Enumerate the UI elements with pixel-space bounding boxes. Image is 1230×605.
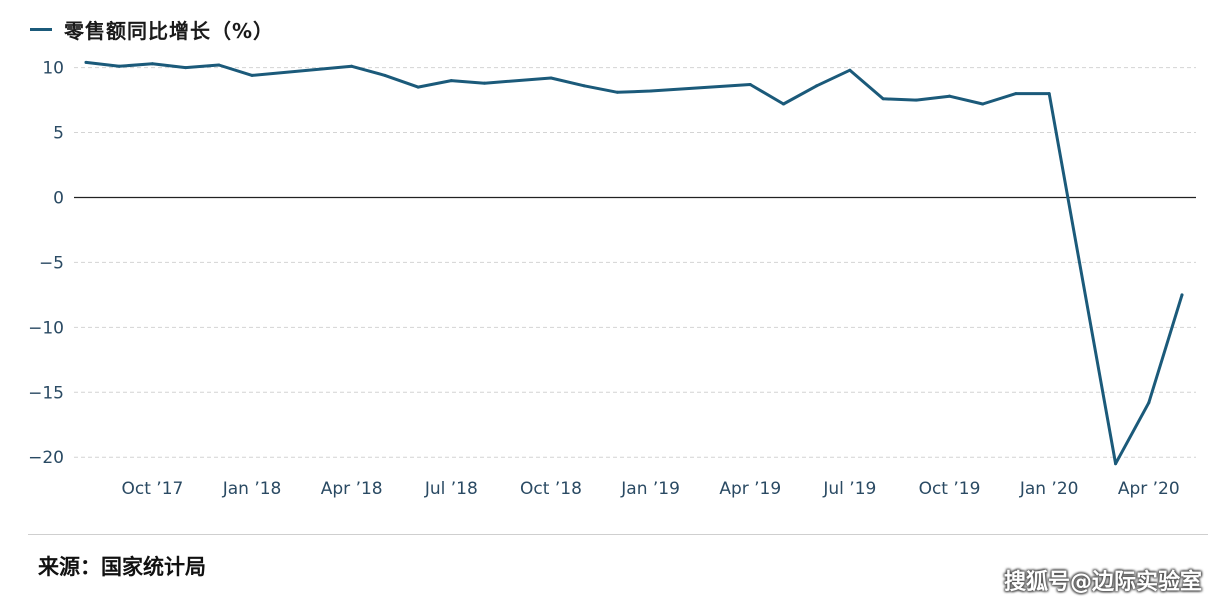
y-tick-label: −20 (28, 448, 64, 468)
data-point (117, 64, 121, 68)
data-point (881, 97, 885, 101)
x-tick-label: Apr ’18 (321, 479, 383, 499)
x-tick-label: Apr ’20 (1118, 479, 1180, 499)
legend-label: 零售额同比增长（%） (64, 18, 275, 43)
data-point (84, 60, 88, 64)
y-axis-ticks: 10 5 0 −5 −10 −15 −20 (28, 59, 64, 469)
data-point (914, 98, 918, 102)
data-point (184, 66, 188, 70)
footer-divider (28, 534, 1208, 535)
data-point (1147, 401, 1151, 405)
line-chart: 10 5 0 −5 −10 −15 −20 Oct ’17 Jan ’18 Apr ’18 Jul… (28, 59, 1196, 499)
data-point (416, 85, 420, 89)
x-tick-label: Jan ’18 (222, 479, 282, 499)
grid-lines (74, 67, 1196, 458)
data-point (615, 90, 619, 94)
watermark: 搜狐号@边际实验室 (1003, 570, 1202, 595)
data-point (1180, 293, 1184, 297)
y-tick-label: −15 (28, 383, 64, 403)
data-point (1014, 92, 1018, 96)
x-tick-label: Jul ’19 (822, 479, 876, 499)
y-tick-label: 0 (53, 188, 64, 208)
data-point (549, 76, 553, 80)
x-tick-label: Oct ’17 (122, 479, 184, 499)
data-point (848, 68, 852, 72)
series-lines (84, 60, 1184, 466)
x-tick-label: Apr ’19 (719, 479, 781, 499)
y-tick-label: −5 (39, 253, 64, 273)
data-point (217, 63, 221, 67)
legend-swatch (30, 27, 52, 31)
y-tick-label: −10 (28, 318, 64, 338)
chart-legend: 零售额同比增长（%） (30, 14, 274, 44)
data-point (483, 81, 487, 85)
data-point (350, 64, 354, 68)
data-point (649, 89, 653, 93)
x-tick-label: Jan ’19 (620, 479, 680, 499)
y-tick-label: 5 (53, 124, 64, 144)
data-point (815, 84, 819, 88)
x-tick-label: Jul ’18 (424, 479, 478, 499)
data-point (1114, 462, 1118, 466)
data-point (383, 73, 387, 77)
data-point (948, 94, 952, 98)
data-point (582, 84, 586, 88)
data-point (748, 82, 752, 86)
x-axis-ticks: Oct ’17 Jan ’18 Apr ’18 Jul ’18 Oct ’18 Jan ’… (122, 479, 1180, 499)
y-tick-label: 10 (42, 59, 64, 79)
data-point (781, 102, 785, 106)
data-point (150, 62, 154, 66)
x-tick-label: Jan ’20 (1019, 479, 1079, 499)
source-note: 来源：国家统计局 (38, 555, 206, 579)
data-point (449, 79, 453, 83)
x-tick-label: Oct ’19 (919, 479, 981, 499)
x-tick-label: Oct ’18 (520, 479, 582, 499)
data-point (1047, 92, 1051, 96)
series-line (84, 60, 1184, 466)
data-point (250, 73, 254, 77)
data-point (981, 102, 985, 106)
